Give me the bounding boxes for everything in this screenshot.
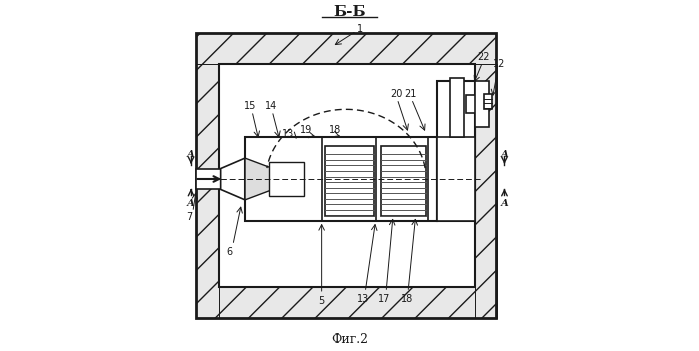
Bar (196, 64, 219, 318)
Text: 22: 22 (477, 52, 490, 62)
Text: 5: 5 (319, 296, 325, 306)
Text: 1: 1 (357, 24, 363, 34)
Bar (196, 168, 221, 190)
Bar (325, 146, 374, 216)
Polygon shape (221, 158, 255, 200)
Text: 13: 13 (357, 294, 370, 304)
Bar (196, 287, 496, 318)
Bar (437, 137, 475, 221)
Bar (196, 33, 496, 64)
Bar (475, 64, 498, 318)
Bar (245, 137, 437, 221)
Bar (219, 64, 475, 287)
Bar (484, 94, 492, 110)
Bar (269, 161, 304, 197)
Text: 20: 20 (390, 89, 403, 99)
Bar (245, 148, 322, 210)
Text: 15: 15 (244, 101, 257, 111)
Bar (450, 78, 464, 137)
Text: 14: 14 (265, 101, 278, 111)
Text: 18: 18 (401, 294, 413, 304)
Bar (381, 146, 426, 216)
Text: 17: 17 (378, 294, 391, 304)
Polygon shape (245, 158, 273, 200)
Text: А: А (187, 199, 195, 208)
Text: Б-Б: Б-Б (333, 5, 366, 19)
Text: 18: 18 (329, 125, 342, 135)
Text: 12: 12 (493, 59, 505, 69)
Text: А: А (500, 150, 508, 159)
Text: 21: 21 (404, 89, 417, 99)
Text: А: А (187, 150, 195, 159)
Bar (466, 95, 485, 113)
Text: 6: 6 (226, 247, 233, 257)
Bar (437, 81, 475, 221)
Text: 13: 13 (282, 129, 295, 139)
Text: Фиг.2: Фиг.2 (331, 333, 368, 346)
Text: 19: 19 (300, 125, 312, 135)
Bar (196, 33, 496, 318)
Text: А: А (500, 199, 508, 208)
Bar (475, 81, 489, 127)
Text: 7: 7 (186, 212, 192, 222)
